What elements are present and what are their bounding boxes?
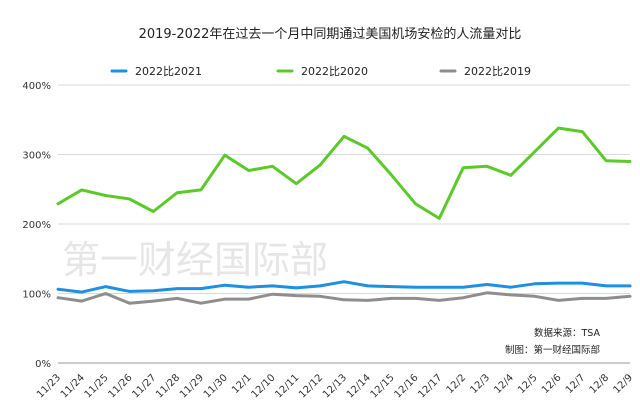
x-tick-label: 12/13 [321, 372, 349, 400]
x-tick-label: 11/24 [59, 372, 87, 400]
x-tick-label: 11/23 [35, 372, 63, 400]
x-tick-label: 11/30 [202, 372, 230, 400]
x-tick-label: 12/14 [345, 372, 373, 400]
y-tick-label: 100% [22, 290, 51, 301]
x-tick-label: 11/28 [154, 372, 182, 400]
gridlines [58, 84, 630, 364]
series-line-1 [56, 280, 632, 294]
x-tick-label: 12/10 [249, 372, 277, 400]
series-lines [56, 126, 632, 305]
x-tick-label: 12/2 [445, 372, 469, 396]
x-tick-label: 12/17 [416, 372, 444, 400]
legend-label: 2022比2021 [135, 65, 202, 78]
x-tick-label: 12/15 [369, 372, 397, 400]
x-tick-label: 12/4 [492, 372, 516, 396]
x-tick-label: 12/8 [588, 372, 612, 396]
series-line-3 [56, 291, 632, 305]
source-note: 数据来源：TSA [534, 327, 601, 339]
legend-label: 2022比2020 [301, 65, 368, 78]
y-tick-label: 300% [22, 151, 51, 162]
x-tick-label: 11/29 [178, 372, 206, 400]
x-tick-label: 12/6 [540, 372, 564, 396]
legend: 2022比2021 2022比2020 2022比2019 [110, 65, 531, 78]
credit-note: 制图：第一财经国际部 [505, 344, 600, 356]
x-axis: 11/2311/2411/2511/2611/2711/2811/2911/30… [35, 372, 635, 400]
x-tick-label: 11/26 [106, 372, 134, 400]
x-tick-label: 11/25 [83, 372, 111, 400]
y-tick-label: 400% [22, 81, 51, 92]
legend-label: 2022比2019 [464, 65, 531, 78]
watermark: 第一财经国际部 [62, 238, 328, 282]
x-tick-label: 12/11 [273, 372, 301, 400]
x-tick-label: 12/5 [516, 372, 540, 396]
x-tick-label: 12/7 [564, 372, 588, 396]
x-tick-label: 12/3 [468, 372, 492, 396]
x-tick-label: 12/9 [611, 372, 635, 396]
x-tick-label: 11/27 [130, 372, 158, 400]
chart-title: 2019-2022年在过去一个月中同期通过美国机场安检的人流量对比 [139, 26, 522, 42]
x-tick-label: 12/16 [392, 372, 420, 400]
y-axis: 0% 100% 200% 300% 400% [22, 81, 51, 370]
y-tick-label: 0% [35, 359, 51, 370]
x-tick-label: 12/12 [297, 372, 325, 400]
series-line-2 [56, 126, 632, 220]
y-tick-label: 200% [22, 220, 51, 231]
